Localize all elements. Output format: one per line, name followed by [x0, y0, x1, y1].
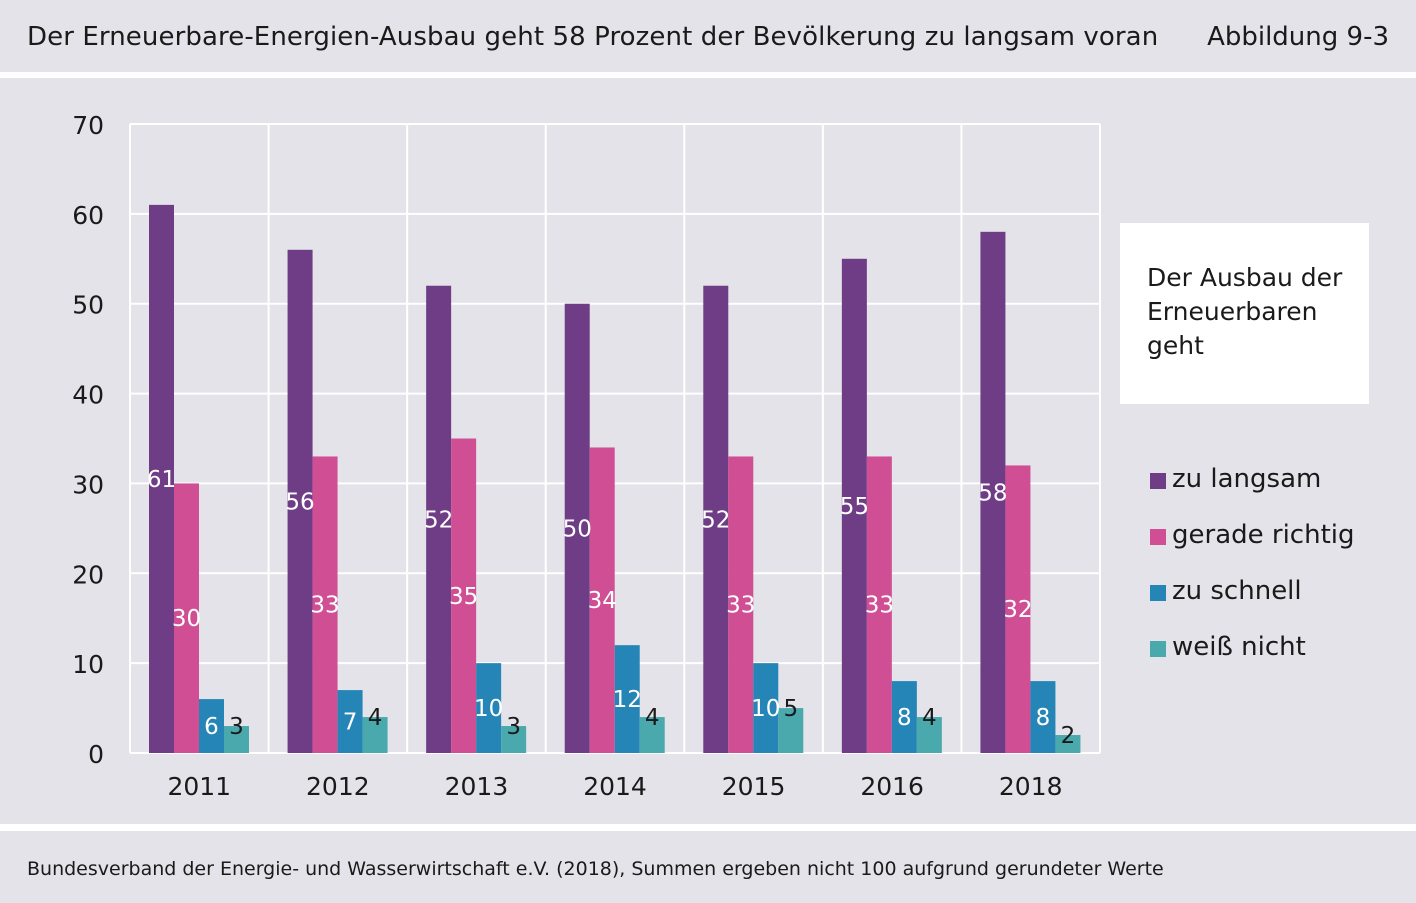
bar	[426, 285, 452, 753]
data-label: 30	[172, 606, 201, 632]
x-tick-label: 2011	[167, 772, 231, 801]
bar	[149, 204, 174, 753]
y-tick-label: 40	[72, 381, 104, 410]
bar	[312, 456, 338, 753]
bar	[916, 717, 942, 753]
legend-title: Der Ausbau der Erneuerbaren geht	[1147, 263, 1343, 360]
data-label: 12	[613, 687, 642, 713]
x-tick-label: 2012	[306, 772, 370, 801]
bar	[1005, 465, 1031, 753]
data-label: 10	[474, 696, 503, 722]
legend-swatch-zu-schnell	[1150, 585, 1166, 601]
data-label: 34	[588, 588, 617, 614]
bar	[753, 663, 779, 753]
legend-label: zu schnell	[1172, 576, 1302, 606]
bars	[149, 204, 1081, 754]
data-label: 3	[506, 714, 521, 740]
bar	[703, 285, 729, 753]
footer-band	[0, 831, 1416, 903]
x-tick-label: 2014	[583, 772, 647, 801]
legend-title-box: Der Ausbau der Erneuerbaren geht	[1120, 223, 1369, 404]
y-tick-label: 50	[72, 291, 104, 320]
data-label: 6	[204, 714, 219, 740]
data-label: 52	[424, 507, 453, 533]
data-label: 4	[368, 705, 383, 731]
bar	[866, 456, 892, 753]
data-label: 58	[978, 480, 1007, 506]
y-tick-label: 10	[72, 650, 104, 679]
bar	[728, 456, 754, 753]
data-label: 4	[645, 705, 660, 731]
y-tick-label: 30	[72, 470, 104, 499]
x-tick-label: 2015	[722, 772, 786, 801]
legend-label: gerade richtig	[1172, 520, 1355, 550]
bar	[589, 447, 615, 753]
bar	[362, 717, 388, 753]
data-label: 7	[343, 710, 358, 736]
data-label: 61	[147, 467, 176, 493]
bar	[639, 717, 665, 753]
legend-swatch-gerade-richtig	[1150, 529, 1166, 545]
data-label: 50	[563, 516, 592, 542]
x-tick-label: 2018	[999, 772, 1063, 801]
y-tick-label: 20	[72, 560, 104, 589]
bar	[451, 438, 477, 753]
bar	[287, 249, 313, 754]
x-axis-ticks: 2011 2012 2013 2014 2015 2016 2018	[167, 772, 1062, 801]
data-label: 33	[726, 593, 755, 619]
x-tick-label: 2016	[860, 772, 924, 801]
legend-swatch-zu-langsam	[1150, 473, 1166, 489]
data-label: 33	[865, 593, 894, 619]
bar	[1055, 735, 1081, 753]
legend-label: weiß nicht	[1172, 632, 1306, 662]
data-label: 55	[840, 494, 869, 520]
source-note: Bundesverband der Energie- und Wasserwir…	[27, 858, 1164, 880]
data-label: 4	[922, 705, 937, 731]
data-label: 5	[783, 696, 798, 722]
data-label: 10	[751, 696, 780, 722]
bar	[980, 231, 1006, 754]
chart-title: Der Erneuerbare-Energien-Ausbau geht 58 …	[27, 22, 1159, 52]
legend-label: zu langsam	[1172, 464, 1322, 494]
bar	[891, 681, 917, 753]
bar	[476, 663, 502, 753]
data-label: 33	[310, 593, 339, 619]
bar	[174, 483, 199, 753]
data-label: 52	[701, 507, 730, 533]
bar	[224, 726, 249, 753]
y-tick-label: 0	[88, 740, 104, 769]
data-label: 56	[285, 489, 314, 515]
bar	[564, 303, 590, 753]
bar	[1030, 681, 1056, 753]
figure-label: Abbildung 9-3	[1207, 22, 1389, 52]
bar	[501, 726, 527, 753]
header-band	[0, 0, 1416, 72]
data-label: 2	[1061, 723, 1076, 749]
legend-swatch-weiss-nicht	[1150, 641, 1166, 657]
x-tick-label: 2013	[445, 772, 509, 801]
bar	[778, 708, 804, 753]
y-tick-label: 70	[72, 111, 104, 140]
bar	[614, 645, 640, 753]
y-tick-label: 60	[72, 201, 104, 230]
data-label: 8	[1036, 705, 1051, 731]
bar	[841, 258, 867, 753]
data-label: 3	[229, 714, 244, 740]
data-label: 35	[449, 584, 478, 610]
bar	[199, 699, 224, 753]
data-label: 8	[897, 705, 912, 731]
data-label: 32	[1003, 597, 1032, 623]
y-axis-ticks: 0 10 20 30 40 50 60 70	[72, 111, 104, 769]
bar	[337, 690, 363, 753]
